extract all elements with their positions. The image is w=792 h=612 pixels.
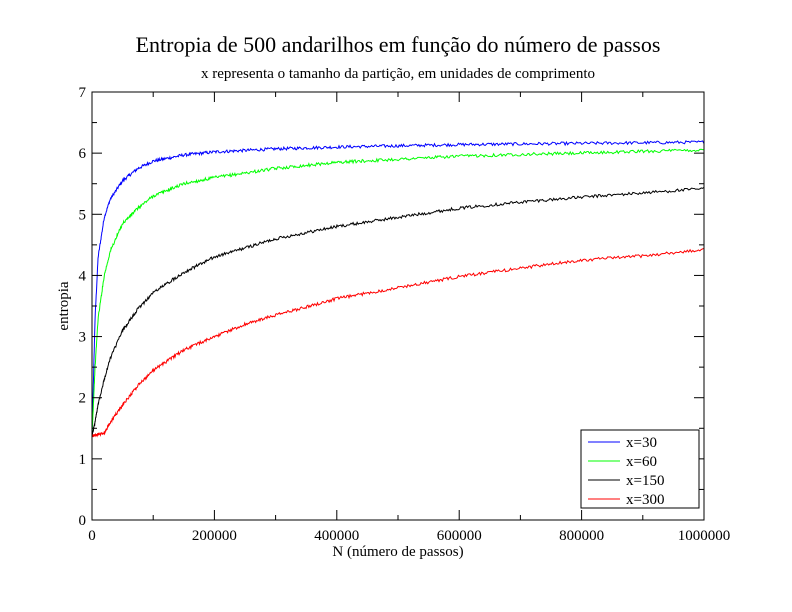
- series-line-x-30: [91, 140, 705, 436]
- series-layer: [91, 140, 705, 438]
- x-tick-label: 1000000: [678, 528, 731, 544]
- chart-subtitle: x representa o tamanho da partição, em u…: [201, 66, 595, 82]
- legend-label-x-30: x=30: [626, 435, 657, 451]
- y-axis-label: entropia: [56, 281, 72, 330]
- y-tick-label: 6: [79, 146, 87, 162]
- legend-box: [580, 429, 700, 509]
- y-tick-label: 7: [79, 85, 87, 101]
- legend-label-x-150: x=150: [626, 473, 664, 489]
- y-tick-label: 1: [79, 452, 87, 468]
- y-tick-label: 5: [79, 207, 87, 223]
- series-line-x-300: [91, 247, 705, 438]
- legend-label-x-300: x=300: [626, 492, 664, 508]
- y-tick-label: 4: [79, 268, 87, 284]
- x-tick-label: 200000: [192, 528, 237, 544]
- x-tick-label: 600000: [437, 528, 482, 544]
- y-tick-label: 2: [79, 391, 87, 407]
- y-tick-label: 3: [79, 330, 87, 346]
- series-line-x-60: [91, 148, 705, 436]
- series-line-x-150: [91, 186, 705, 437]
- chart-title: Entropia de 500 andarilhos em função do …: [136, 32, 661, 57]
- x-tick-label: 0: [88, 528, 96, 544]
- legend-label-x-60: x=60: [626, 454, 657, 470]
- x-axis-label: N (número de passos): [332, 544, 463, 560]
- legend: x=30 x=60 x=150 x=300: [580, 429, 700, 509]
- x-tick-label: 400000: [314, 528, 359, 544]
- y-tick-label: 0: [79, 513, 87, 529]
- x-tick-label: 800000: [559, 528, 604, 544]
- ticks-layer: 0 200000 400000 600000 800000 1000000 0 1 2 3 4 5 6 7: [79, 85, 731, 544]
